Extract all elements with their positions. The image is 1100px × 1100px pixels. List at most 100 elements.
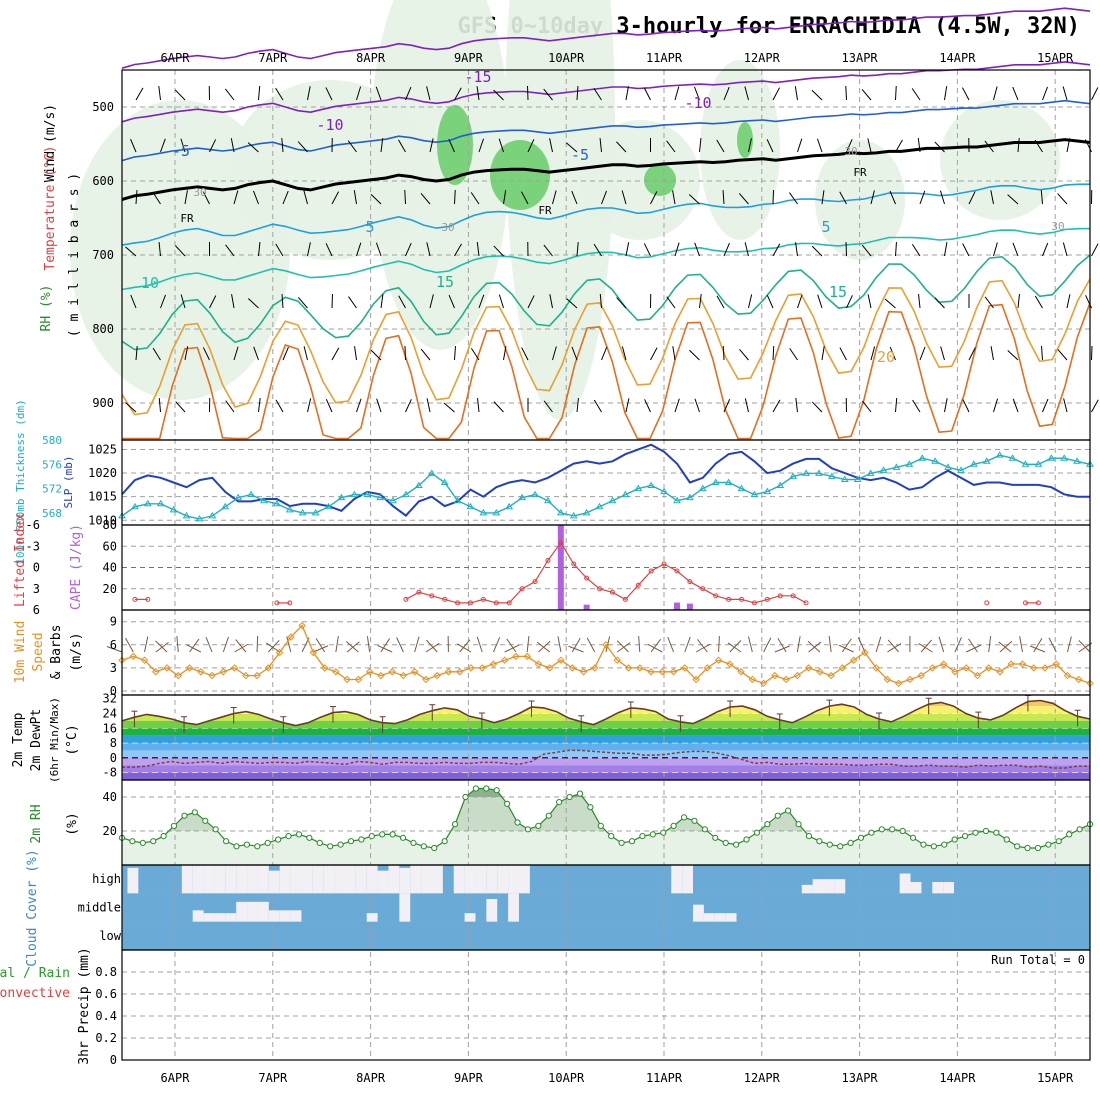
wind10-barb [828,636,832,653]
wind10-barb [774,645,790,653]
upper-wind-barb [644,399,651,413]
upper-wind-barb [688,194,700,205]
upper-wind-barb [1066,294,1071,309]
bottom-date-label: 13APR [842,1071,879,1085]
cloud-bar-high [268,870,280,894]
temp-band-9 [122,757,1090,766]
cloud-bar-high [453,865,465,894]
rh2m-point [993,829,1000,836]
upper-wind-barb [672,346,676,361]
thickness-point [789,472,798,479]
upper-wind-barb [895,85,897,101]
contour-label-11: FR [853,166,867,179]
upper-wind-barb [347,140,357,153]
upper-wind-barb [593,87,602,101]
wind10-barb [1078,640,1091,653]
wind10-barb [695,643,711,653]
cloud-bar-middle [714,913,726,922]
top-date-label: 9APR [454,51,484,65]
thickness-ytick: 568 [42,507,62,520]
wind10-point [861,648,869,657]
lifted-index-ytick: -6 [26,518,40,532]
rh2m-point [701,826,708,833]
wind10-barb [189,638,200,653]
thickness-point [776,481,785,489]
upper-wind-barb [962,399,970,413]
wind10-point [703,664,712,672]
wind10-point [523,652,531,661]
thickness-point [995,451,1004,458]
rh2m-point [961,833,969,840]
rh2m-point [628,838,636,845]
upper-wind-barb [716,295,725,309]
rh2m-point [170,822,178,830]
upper-wind-barb [666,140,676,153]
wind10-point [714,656,723,664]
wind10-point [1075,675,1083,684]
upper-wind-barb [130,294,137,309]
wind10-barb [968,638,978,653]
rh2m-point [160,833,167,840]
rh2m-point [847,839,854,847]
thickness-point [544,496,552,504]
wind10-barb [667,636,675,653]
rh2m-point [254,843,261,850]
wind10-point [883,675,892,684]
wind10-barb [988,636,992,653]
upper-wind-barb [723,86,730,101]
cloud-bar-high [344,865,356,894]
cloud-bar-high [932,882,944,894]
upper-wind-barb [275,87,284,101]
upper-wind-barb [356,242,362,257]
upper-wind-barb [209,139,217,153]
wind10-point [793,671,802,680]
upper-wind-barb [356,398,362,413]
rh2m-point [972,829,979,836]
upper-wind-barb [253,346,259,361]
wind10-point [208,671,216,680]
upper-wind-barb [1042,242,1049,257]
upper-wind-barb [990,190,994,205]
panel-frames [121,69,1091,1061]
wind10-barb [1048,637,1057,653]
isotherm-25 [122,302,1091,440]
wind10-point [1018,660,1027,668]
bottom-date-label: 15APR [1037,1071,1074,1085]
upper-wind-barb [911,243,921,257]
thickness-point [969,460,978,467]
cloud-bar-high [192,865,204,894]
upper-wind-barb [521,347,529,361]
upper-wind-barb [621,346,627,361]
wind10-barb [763,637,772,653]
wind10-point [962,664,970,672]
rh2m-point [795,821,802,828]
upper-air-ylabel-wind: Wind (m/s) [43,104,58,182]
upper-wind-barb [884,298,896,309]
upper-wind-barb [275,399,284,413]
rh-band-dark [122,788,1090,797]
temp-ytick: -8 [103,766,117,780]
cloud-bar-high [812,879,824,894]
upper-air-yunit: ( m i l l i b a r s ) [67,173,82,337]
temp-band-5 [122,728,1090,736]
upper-wind-barb [889,346,896,361]
bottom-date-label: 12APR [744,1071,781,1085]
temp-band-11 [122,772,1090,780]
wind10-point [782,675,790,684]
upper-wind-barb [694,398,700,413]
wind10-point [838,664,847,672]
rh2m-point [399,834,407,841]
rh2m-point [379,831,386,838]
thickness-point [582,508,591,516]
wind10-point [500,656,509,664]
top-date-label: 6APR [161,51,191,65]
thickness-ylabel: 1000-500mb Thickness (dm) [14,399,27,565]
thickness-point [479,508,488,516]
upper-wind-barb [744,398,749,413]
thickness-point [737,484,746,492]
upper-wind-barb [247,142,259,153]
upper-wind-barb [503,190,507,205]
panel-fills [70,0,1090,950]
rh2m-point [878,826,885,833]
wind10-barb [727,642,742,653]
